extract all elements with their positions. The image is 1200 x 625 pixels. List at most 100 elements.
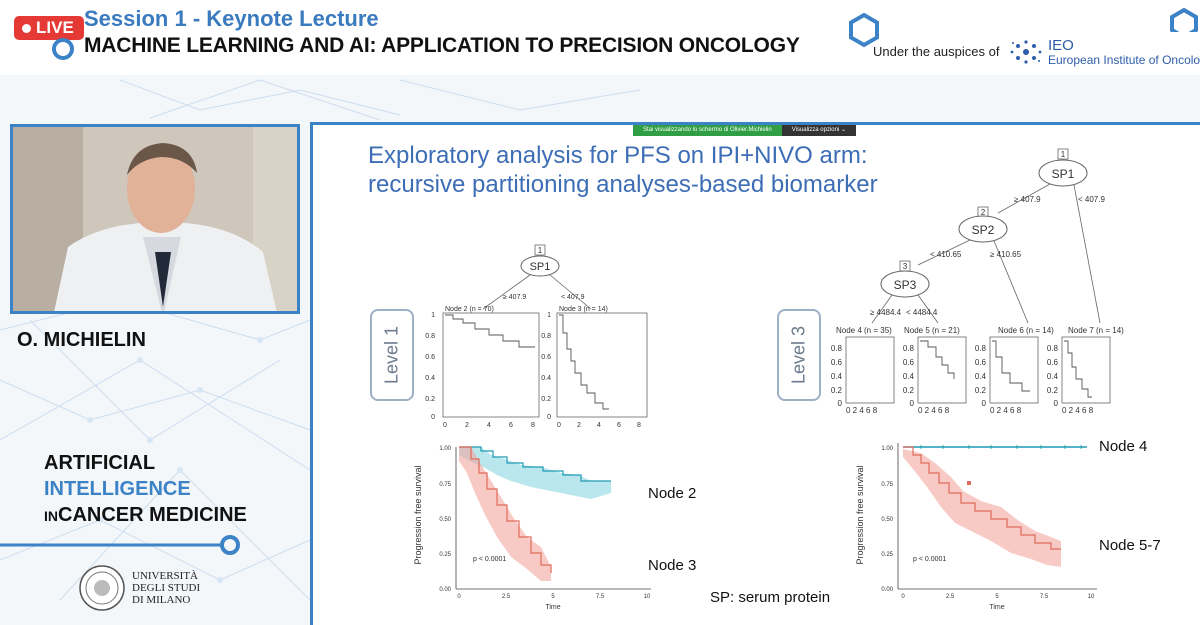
l1-km-ytick: 0.75 <box>439 482 451 488</box>
hexagon-icon <box>849 12 879 48</box>
l1-ytick: 0.4 <box>425 375 435 382</box>
ieo-logo-icon <box>1010 40 1042 64</box>
speaker-name: O. MICHIELIN <box>17 329 146 351</box>
l3-km-ytick: 0.00 <box>881 587 893 593</box>
l1-ytick-right: 0.2 <box>541 396 551 403</box>
university-line3: DI MILANO <box>132 594 191 606</box>
l3-km-ytick: 0.50 <box>881 517 893 523</box>
l3-node1-id: 1 <box>1061 150 1066 159</box>
session-title: Session 1 - Keynote Lecture <box>84 6 379 31</box>
l3-ytick: 0 <box>982 399 987 408</box>
l3-km-xtick: 2.5 <box>946 594 955 600</box>
l3-leaf-node5: Node 5 (n = 21) <box>904 326 960 335</box>
live-badge: LIVE <box>14 16 84 40</box>
university-seal-icon <box>79 565 125 611</box>
l1-xtick-right: 4 <box>597 422 601 429</box>
level1-node-right: Node 3 (n = 14) <box>559 306 608 313</box>
event-title-line1: ARTIFICIAL <box>44 452 156 474</box>
level1-label-box: Level 1 <box>370 309 414 401</box>
l1-xtick: 6 <box>509 422 513 429</box>
l3-ytick: 0.4 <box>1047 372 1059 381</box>
l1-ytick: 1 <box>431 312 435 319</box>
l3-ytick: 0.8 <box>903 344 915 353</box>
university-line2: DEGLI STUDI <box>132 582 201 594</box>
event-title-line2: INTELLIGENCE <box>44 478 191 500</box>
live-badge-label: LIVE <box>36 18 74 37</box>
l3-ytick: 0.4 <box>903 372 915 381</box>
l3-node2-id: 2 <box>981 208 986 217</box>
l3-xticks: 0 2 4 6 8 <box>1062 406 1094 415</box>
view-options-button[interactable]: Visualizza opzioni ⌄ <box>781 125 856 136</box>
l1-ytick: 0.2 <box>425 396 435 403</box>
hexagon-fragment-icon <box>1170 8 1198 32</box>
l3-ytick: 0.2 <box>975 386 987 395</box>
level1-node-left: Node 2 (n = 70) <box>445 306 494 313</box>
l1-ytick: 0.6 <box>425 354 435 361</box>
l3-curve-label-node5-7: Node 5-7 <box>1099 537 1161 554</box>
l1-ytick-right: 0.8 <box>541 333 551 340</box>
l1-ytick-right: 0 <box>547 414 551 421</box>
l1-xtick-right: 8 <box>637 422 641 429</box>
l1-km-ytick: 0.25 <box>439 552 451 558</box>
slide-title-line1: Exploratory analysis for PFS on IPI+NIVO… <box>368 142 868 169</box>
l3-km-ytick: 1.00 <box>881 446 893 452</box>
l1-km-xtick: 0 <box>457 594 461 600</box>
l1-curve-label-node2: Node 2 <box>648 485 697 502</box>
l3-leaf-node7: Node 7 (n = 14) <box>1068 326 1124 335</box>
l3-km-xtick: 5 <box>995 594 999 600</box>
l3-node3-right: < 4484.4 <box>906 308 938 317</box>
l3-node1-name: SP1 <box>1052 167 1075 181</box>
ring-icon <box>52 38 74 60</box>
l3-xticks: 0 2 4 6 8 <box>918 406 950 415</box>
l3-km-xtick: 7.5 <box>1040 594 1049 600</box>
l3-km-xtick: 10 <box>1088 594 1095 600</box>
event-title-suffix: CANCER MEDICINE <box>58 504 247 526</box>
l3-node2-right: ≥ 410.65 <box>990 250 1022 259</box>
speaker-webcam <box>10 124 300 314</box>
record-dot-icon <box>22 23 31 33</box>
broadcast-header <box>0 0 1200 75</box>
l1-km-pvalue: p < 0.0001 <box>473 556 506 563</box>
l3-node3-id: 3 <box>903 262 908 271</box>
level3-label-box: Level 3 <box>777 309 821 401</box>
l3-ytick: 0.2 <box>903 386 915 395</box>
level1-root-name: SP1 <box>530 261 551 273</box>
l1-xtick: 8 <box>531 422 535 429</box>
l1-xtick: 2 <box>465 422 469 429</box>
l1-km-xtick: 10 <box>644 594 651 600</box>
l3-leaf-node4: Node 4 (n = 35) <box>836 326 892 335</box>
l3-km-ytick: 0.25 <box>881 552 893 558</box>
l3-km-xlabel: Time <box>989 604 1004 611</box>
l3-ytick: 0.4 <box>831 372 843 381</box>
l3-ytick: 0.6 <box>831 358 843 367</box>
l1-xtick-right: 2 <box>577 422 581 429</box>
l3-node1-left: ≥ 407.9 <box>1014 195 1041 204</box>
level1-split-right: < 407.9 <box>561 294 585 301</box>
l1-xtick-right: 0 <box>557 422 561 429</box>
l1-km-xlabel: Time <box>545 604 560 611</box>
l3-ytick: 0.6 <box>903 358 915 367</box>
l3-node1-right: < 407.9 <box>1078 195 1105 204</box>
l3-xticks: 0 2 4 6 8 <box>990 406 1022 415</box>
screen-share-bar: Stai visualizzando lo schermo di Olivier… <box>633 125 856 136</box>
l1-xtick: 4 <box>487 422 491 429</box>
l3-ytick: 0.2 <box>1047 386 1059 395</box>
l3-ytick: 0.8 <box>831 344 843 353</box>
screen-share-banner: Stai visualizzando lo schermo di Olivier… <box>633 125 782 136</box>
l1-ytick: 0.8 <box>425 333 435 340</box>
l3-ytick: 0 <box>1054 399 1059 408</box>
l1-ytick-right: 0.4 <box>541 375 551 382</box>
l1-ytick-right: 0.6 <box>541 354 551 361</box>
l1-curve-label-node3: Node 3 <box>648 557 697 574</box>
university-line1: UNIVERSITÀ <box>132 570 198 582</box>
l1-km-ylabel: Progression free survival <box>413 465 423 564</box>
l1-km-ytick: 1.00 <box>439 446 451 452</box>
l3-km-pvalue: p < 0.0001 <box>913 556 946 563</box>
l1-km-xtick: 7.5 <box>596 594 605 600</box>
shared-slide: Stai visualizzando lo schermo di Olivier… <box>310 122 1200 625</box>
l3-km-xtick: 0 <box>901 594 905 600</box>
l3-ytick: 0 <box>838 399 843 408</box>
level1-tree-diagram: 1 SP1 ≥ 407.9 < 407.9 Node 2 (n = 70) No… <box>425 244 648 429</box>
l3-node3-left: ≥ 4484.4 <box>870 308 902 317</box>
level1-node-id: 1 <box>538 246 543 255</box>
